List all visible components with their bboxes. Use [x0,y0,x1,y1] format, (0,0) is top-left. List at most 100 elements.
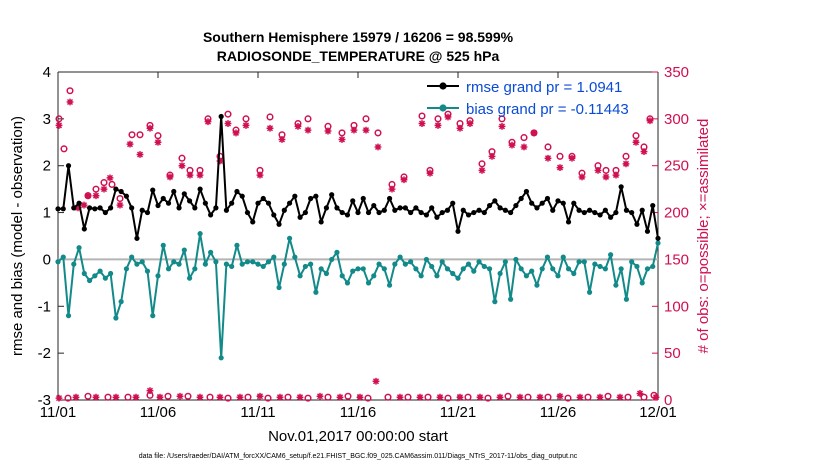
bias-series-point [76,245,82,251]
obs-assimilated-stroke [256,392,264,400]
rmse-series-layer [55,113,661,241]
obs-assimilated-stroke [400,176,408,184]
bias-series-point [213,259,219,265]
obs-assimilated-marker [594,166,602,174]
bias-series-point [365,280,372,286]
obs-assimilated-marker [418,120,426,127]
obs-possible-marker [224,394,232,402]
obs-assimilated-stroke [216,393,224,401]
rmse-series-point [581,209,587,216]
obs-assimilated-marker [444,113,452,121]
bias-series-point [439,259,445,265]
obs-assimilated-marker [652,393,660,401]
y-left-tick-label: 3 [43,111,51,128]
rmse-series-point [302,209,308,216]
rmse-series-point [386,195,393,202]
bias-series-point [455,275,461,281]
obs-assimilated-marker [72,393,80,401]
bias-series-point [176,261,182,267]
y-left-tick-label: -3 [38,392,51,409]
obs-assimilated-marker [296,393,304,401]
obs-assimilated-marker [126,140,134,148]
obs-assimilated-marker [636,390,644,397]
obs-possible-marker [154,132,162,140]
obs-assimilated-stroke [136,151,144,158]
bias-series-point [229,263,235,270]
y-right-tick-label: 150 [664,251,689,268]
obs-assimilated-stroke [508,141,516,149]
obs-assimilated-stroke [488,152,496,160]
rmse-series-point [634,221,640,227]
bias-series-point [613,282,619,288]
x-tick-label: 11/01 [40,404,76,421]
bias-series-point [192,266,198,272]
obs-possible-marker [55,115,63,123]
rmse-series-point [434,214,440,220]
bias-series-point [402,261,408,267]
y-right-tick-label: 50 [664,345,681,362]
bias-series-point [286,235,293,241]
obs-possible-marker [116,194,124,203]
obs-assimilated-marker [196,171,204,179]
obs-assimilated-stroke [196,171,204,179]
obs-assimilated-stroke [456,124,464,132]
obs-assimilated-marker [544,154,552,162]
obs-possible-marker [66,87,74,95]
rmse-series-point [486,202,493,209]
bias-series-point [260,263,266,270]
obs-assimilated-stroke [186,171,194,179]
bias-series-point [271,254,277,260]
bias-series-point [71,261,77,267]
obs-assimilated-stroke [196,393,204,401]
rmse-series-point [292,193,298,199]
obs-assimilated-stroke [74,204,82,212]
rmse-series-point [71,205,77,211]
obs-assimilated-stroke [336,393,344,401]
obs-assimilated-marker [74,204,82,212]
obs-assimilated-marker [294,122,302,130]
obs-assimilated-stroke [568,154,576,162]
rmse-series-point [497,205,503,211]
obs-assimilated-marker [456,393,464,401]
bias-series-point [565,266,572,272]
bias-series-point [208,249,214,255]
rmse-series-point [392,207,398,213]
obs-possible-marker [464,393,472,401]
obs-assimilated-stroke [362,126,370,134]
obs-assimilated-stroke [594,166,602,174]
obs-assimilated-marker [466,120,474,127]
obs-assimilated-stroke [536,393,544,401]
obs-possible-marker [104,393,112,401]
obs-assimilated-marker [336,393,344,401]
bias-series-point [265,259,272,265]
obs-possible-marker [60,145,68,153]
rmse-series-point [139,207,145,213]
rmse-series-point [423,212,430,218]
obs-assimilated-stroke [176,392,184,400]
rmse-series-point [508,209,514,216]
bias-series-point [155,273,161,279]
rmse-series-point [639,207,645,213]
obs-assimilated-marker [186,171,194,179]
bias-series-point [81,270,87,277]
bias-series-point [171,259,177,265]
bias-series-point [529,268,535,274]
obs-assimilated-marker [338,136,346,143]
bias-series-point [350,268,356,274]
obs-assimilated-marker [256,171,264,179]
y-right-tick-label: 250 [664,158,689,175]
obs-assimilated-marker [242,122,250,129]
rmse-series-point [429,205,435,211]
y-right-tick-label: 300 [664,111,689,128]
obs-assimilated-marker [92,192,100,200]
rmse-series-point [318,219,324,225]
rmse-series-point [544,195,551,202]
obs-assimilated-stroke [374,143,382,151]
obs-assimilated-stroke [434,122,442,129]
obs-assimilated-stroke [632,138,640,146]
obs-assimilated-marker [66,98,74,106]
x-axis-label: Nov.01,2017 00:00:00 start [268,428,449,445]
bias-series-point [118,299,124,305]
rmse-series-point [602,207,608,213]
obs-assimilated-marker [516,393,524,401]
